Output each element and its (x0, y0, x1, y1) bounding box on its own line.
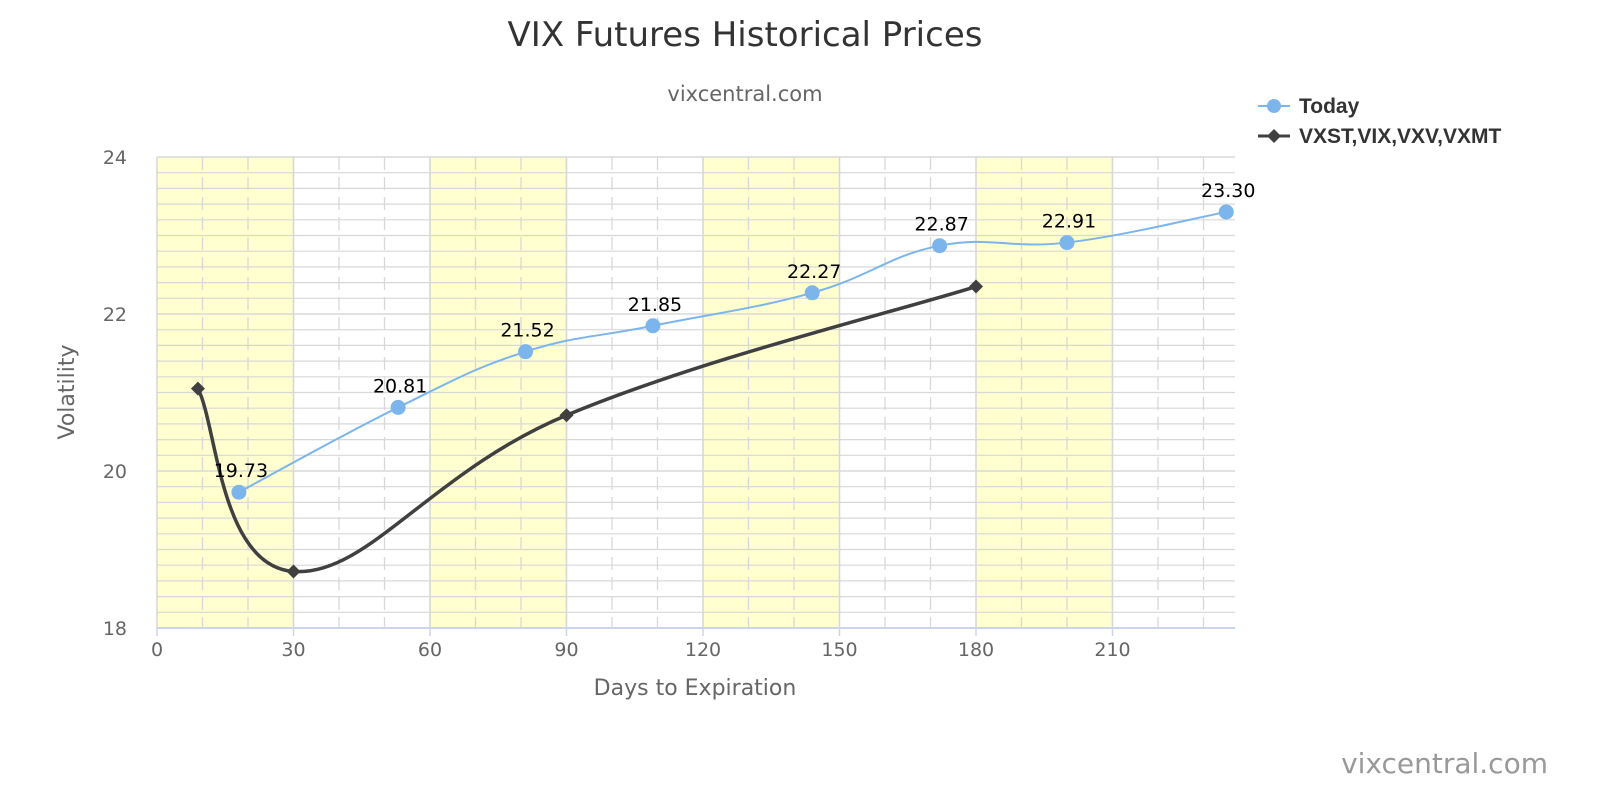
point-today (932, 238, 948, 254)
x-tick-label: 0 (151, 639, 163, 661)
x-tick-label: 210 (1094, 639, 1130, 661)
legend-marker-diamond-icon (1267, 129, 1281, 143)
point-indices (286, 564, 301, 579)
y-tick-label: 24 (103, 147, 127, 169)
data-label-today: 19.73 (214, 460, 268, 482)
legend-item-today[interactable]: Today (1258, 95, 1360, 118)
data-label-today: 21.52 (500, 320, 554, 342)
y-tick-label: 22 (103, 304, 127, 326)
point-indices (190, 381, 205, 396)
x-tick-label: 60 (418, 639, 442, 661)
data-label-today: 20.81 (373, 375, 427, 397)
legend-marker-circle-icon (1267, 99, 1281, 113)
point-today (804, 285, 820, 301)
point-today (518, 344, 534, 360)
legend: Today VXST,VIX,VXV,VXMT (1258, 95, 1501, 148)
axes: 0 30 60 90 120 150 180 210 18 20 22 24 (103, 147, 1235, 661)
y-tick-label: 18 (103, 618, 127, 640)
legend-item-indices[interactable]: VXST,VIX,VXV,VXMT (1258, 125, 1501, 148)
data-label-today: 22.27 (787, 261, 841, 283)
y-axis-title: Volatility (55, 344, 80, 439)
series-line-indices (196, 284, 977, 574)
point-today (390, 399, 406, 415)
x-tick-label: 120 (685, 639, 721, 661)
y-tick-label: 20 (103, 461, 127, 483)
chart-title: VIX Futures Historical Prices (508, 15, 983, 55)
data-label-today: 21.85 (628, 294, 682, 316)
point-indices (969, 279, 983, 294)
chart-subtitle: vixcentral.com (667, 82, 822, 106)
data-label-today: 23.30 (1201, 180, 1255, 202)
data-label-today: 22.91 (1042, 211, 1096, 233)
legend-label-indices: VXST,VIX,VXV,VXMT (1299, 125, 1501, 148)
point-today (645, 318, 661, 334)
x-tick-label: 180 (958, 639, 994, 661)
chart-credit: vixcentral.com (1341, 747, 1548, 780)
legend-label-today: Today (1299, 95, 1360, 118)
point-today (1218, 204, 1234, 220)
x-axis-title: Days to Expiration (594, 676, 797, 701)
point-indices (559, 408, 574, 423)
x-tick-label: 30 (281, 639, 305, 661)
x-tick-label: 90 (554, 639, 578, 661)
data-label-today: 22.87 (914, 214, 968, 236)
point-today (231, 484, 247, 500)
x-tick-label: 150 (821, 639, 857, 661)
point-today (1059, 235, 1075, 251)
series-layer (190, 204, 1234, 579)
data-labels: 19.73 20.81 21.52 21.85 22.27 22.87 22.91 23.30 (214, 180, 1256, 482)
grid-lines (156, 156, 1235, 629)
